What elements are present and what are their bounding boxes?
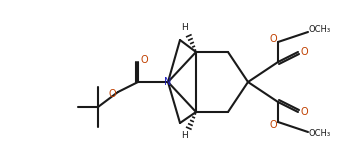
Text: N: N [164,77,172,87]
Text: H: H [182,132,188,141]
Text: O: O [300,47,308,57]
Text: O: O [269,34,277,44]
Text: O: O [108,89,116,99]
Text: OCH₃: OCH₃ [309,25,331,35]
Text: O: O [300,107,308,117]
Text: H: H [182,23,188,32]
Text: OCH₃: OCH₃ [309,129,331,139]
Text: O: O [269,120,277,130]
Text: O: O [140,55,148,65]
